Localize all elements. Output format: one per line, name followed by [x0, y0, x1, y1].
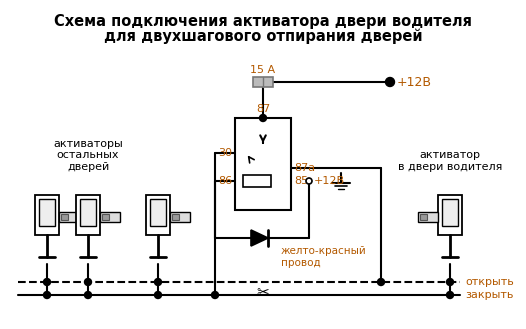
Text: 30: 30: [218, 148, 232, 158]
Bar: [80, 199, 96, 226]
Bar: [235, 118, 291, 210]
Bar: [146, 195, 170, 235]
Text: +12В: +12В: [314, 176, 345, 186]
Bar: [61, 214, 68, 220]
Text: ✂: ✂: [257, 285, 269, 300]
Bar: [438, 195, 462, 235]
Circle shape: [306, 178, 312, 184]
Bar: [39, 199, 55, 226]
Text: +12В: +12В: [397, 75, 432, 89]
Text: активатор
в двери водителя: активатор в двери водителя: [398, 150, 502, 172]
Text: 85: 85: [294, 176, 308, 186]
Text: для двухшагового отпирания дверей: для двухшагового отпирания дверей: [104, 28, 422, 43]
Bar: [150, 199, 166, 226]
Bar: [442, 199, 458, 226]
Bar: [170, 212, 190, 222]
Bar: [102, 214, 109, 220]
Circle shape: [386, 78, 394, 87]
Circle shape: [447, 291, 453, 298]
Bar: [418, 212, 438, 222]
Circle shape: [85, 291, 92, 298]
Bar: [35, 195, 59, 235]
Text: активаторы
остальных
дверей: активаторы остальных дверей: [53, 139, 123, 172]
Bar: [253, 77, 273, 87]
Bar: [76, 195, 100, 235]
Bar: [59, 212, 79, 222]
Bar: [172, 214, 179, 220]
Circle shape: [259, 114, 267, 121]
Circle shape: [44, 279, 50, 286]
Text: 87: 87: [256, 104, 270, 114]
Circle shape: [155, 279, 161, 286]
Bar: [420, 214, 427, 220]
Circle shape: [155, 291, 161, 298]
Polygon shape: [251, 230, 268, 246]
Circle shape: [44, 291, 50, 298]
Text: Схема подключения активатора двери водителя: Схема подключения активатора двери водит…: [54, 14, 472, 29]
Text: открыть: открыть: [465, 277, 514, 287]
Circle shape: [378, 279, 385, 286]
Bar: [243, 175, 271, 187]
Text: 15 А: 15 А: [250, 65, 276, 75]
Bar: [100, 212, 120, 222]
Text: 87а: 87а: [294, 163, 315, 173]
Circle shape: [211, 291, 218, 298]
Text: закрыть: закрыть: [465, 290, 513, 300]
Circle shape: [85, 279, 92, 286]
Text: 86: 86: [218, 176, 232, 186]
Circle shape: [447, 279, 453, 286]
Text: желто-красный
провод: желто-красный провод: [281, 246, 367, 267]
